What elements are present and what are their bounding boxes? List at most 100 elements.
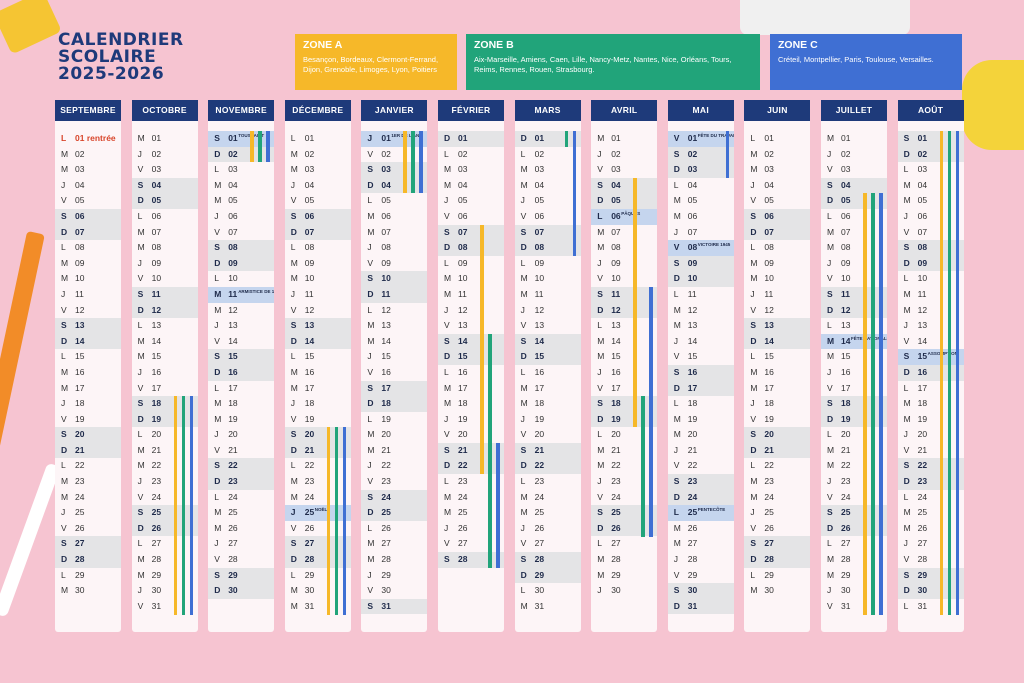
day-number: 28 (381, 554, 391, 565)
month-header: DÉCEMBRE (284, 100, 351, 121)
day-cell: J 16 (591, 365, 657, 381)
day-number: 19 (841, 413, 851, 424)
weekday-letter: V (673, 133, 680, 143)
day-cell: V 12 (55, 303, 121, 319)
day-cell: V 06 (515, 209, 581, 225)
day-cell: S15ASSOMPTION (897, 349, 964, 365)
weekday-letter: J (520, 304, 525, 315)
day-number: 01 (304, 133, 315, 143)
day-cell: J 25 (55, 505, 121, 521)
weekday-letter: D (214, 366, 221, 377)
day-cell: J 28 (668, 552, 734, 568)
weekday-letter: J (444, 413, 449, 424)
day-list: L 01 rentrée M 02 M 03 J 04 V 05 S 06 D 07 L 08 M 09 M 10 J 1… (55, 121, 121, 599)
weekday-letter: D (137, 413, 144, 424)
day-number: 01 (75, 133, 85, 143)
day-number: 02 (381, 148, 391, 159)
weekday-letter: S (290, 210, 297, 221)
day-number: 23 (534, 476, 545, 487)
day-cell: L 29 (744, 568, 810, 584)
weekday-letter: V (444, 320, 450, 331)
day-number: 31 (381, 600, 391, 611)
day-cell: M 30 (285, 583, 351, 599)
day-number: 09 (764, 257, 774, 268)
day-cell: L 29 (285, 568, 351, 584)
day-cell: V 20 (515, 427, 581, 443)
day-cell: M 17 (438, 381, 504, 397)
day-number: 27 (304, 538, 315, 549)
vacation-bar-zone-a (326, 427, 331, 615)
day-cell: S 14 (438, 333, 504, 350)
weekday-letter: D (61, 226, 68, 237)
zone-b-legend: ZONE B Aix-Marseille, Amiens, Caen, Lill… (466, 34, 760, 90)
day-number: 25 (764, 507, 774, 518)
day-number: 11 (381, 288, 391, 299)
weekday-letter: D (903, 366, 910, 377)
month-column-12: AOÛT S 01 D 02 L 03 M 04 M 05 J 06 V 07 S 08 D 09 L 10 M 11 M 12… (897, 100, 964, 632)
month-column-7: MARS D 01 L 02 M 03 M 04 J 05 V 06 S 07 D 08 L 09 M 10 M 11 J 12… (514, 100, 581, 632)
day-number: 11 (917, 288, 927, 299)
day-cell: M 15 (132, 349, 198, 365)
weekday-letter: L (61, 242, 66, 253)
day-cell: V 13 (515, 318, 581, 334)
weekday-letter: M (520, 398, 528, 409)
day-cell: M 24 (55, 490, 121, 506)
day-cell: D 11 (361, 286, 428, 303)
day-number: 24 (764, 491, 774, 502)
weekday-letter: M (290, 273, 298, 284)
weekday-letter: S (367, 273, 374, 284)
day-cell: V 09 (361, 256, 427, 272)
day-cell: V 21 (898, 443, 964, 459)
day-cell: D 21 (55, 442, 121, 459)
weekday-letter: M (750, 164, 758, 175)
day-cell: S 08 (208, 240, 275, 256)
weekday-letter: V (214, 554, 220, 565)
day-number: 05 (381, 195, 391, 206)
day-number: 22 (228, 460, 238, 471)
day-number: 26 (75, 522, 85, 533)
day-number: 07 (228, 226, 238, 237)
day-cell: M 31 (515, 599, 581, 615)
vacation-bar-zone-b (641, 396, 645, 537)
day-number: 16 (687, 366, 698, 377)
weekday-letter: J (597, 257, 602, 268)
day-number: 19 (917, 413, 928, 424)
day-number: 01 (687, 133, 698, 143)
weekday-letter: J (290, 507, 296, 518)
day-number: 20 (687, 429, 698, 440)
day-cell: S 01 (897, 131, 964, 147)
weekday-letter: M (750, 585, 758, 596)
day-number: 03 (381, 164, 391, 175)
weekday-letter: J (673, 226, 679, 237)
day-cell: J 20 (898, 427, 964, 443)
day-cell: M 26 (668, 521, 734, 537)
weekday-letter: M (367, 554, 375, 565)
day-cell: S 21 (438, 442, 504, 459)
day-number: 17 (304, 382, 315, 393)
weekday-letter: S (444, 335, 450, 346)
day-cell: D 26 (131, 520, 198, 537)
day-cell: L 27 (132, 536, 198, 552)
vacation-bar-zone-c (266, 131, 270, 163)
day-number: 16 (841, 366, 851, 377)
day-number: 15 (151, 351, 162, 362)
day-number: 10 (841, 273, 851, 284)
day-cell: L 08 (285, 240, 351, 256)
day-cell: S 23 (667, 474, 734, 490)
day-cell: D 24 (667, 489, 734, 506)
weekday-letter: M (61, 382, 69, 393)
day-cell: D 09 (208, 255, 275, 272)
weekday-letter: J (214, 320, 219, 331)
vacation-bar-zone-c (342, 427, 347, 615)
day-number: 14 (228, 335, 238, 346)
zone-a-title: ZONE A (303, 39, 343, 51)
day-cell: S 02 (667, 146, 734, 163)
day-number: 02 (75, 148, 85, 159)
day-cell: M 10 (515, 271, 581, 287)
day-cell: V 27 (438, 536, 504, 552)
vacation-bar-zone-a (863, 193, 867, 615)
weekday-letter: M (597, 335, 605, 346)
day-number: 15 (764, 351, 774, 362)
day-cell: D 23 (897, 474, 964, 490)
weekday-letter: L (903, 600, 909, 611)
